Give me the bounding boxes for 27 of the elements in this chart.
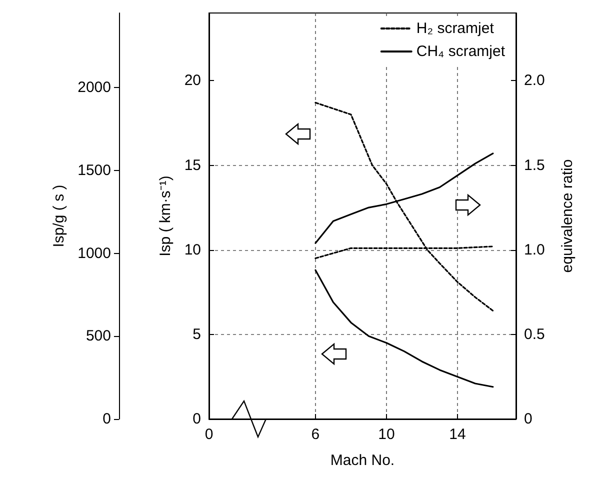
- y2-tick-label: 2.0: [524, 72, 545, 90]
- y-tick-label: 10: [184, 241, 201, 258]
- y3-tick-label: 500: [86, 328, 111, 345]
- line-series: [314, 269, 494, 388]
- y2-tick-label: 0: [524, 410, 532, 428]
- y2-tick-label: 0.5: [524, 326, 545, 343]
- y-tick-label: 15: [184, 156, 201, 174]
- y-tick-label: 20: [184, 72, 201, 90]
- x-axis-title: Mach No.: [330, 452, 395, 469]
- legend-label: CH₄ scramjet: [416, 43, 506, 60]
- y2-axis-title: equivalence ratio: [559, 159, 576, 273]
- x-tick-label: 6: [311, 426, 320, 443]
- x-tick-label: 10: [378, 426, 395, 443]
- y-tick-label: 5: [192, 326, 201, 343]
- line-series: [314, 102, 494, 312]
- y2-tick-label: 1.5: [524, 156, 545, 174]
- y3-tick-label: 1000: [78, 244, 111, 262]
- y-tick-label: 0: [192, 410, 201, 428]
- legend-label: H₂ scramjet: [416, 20, 495, 37]
- y3-tick-label: 0: [102, 410, 111, 428]
- x-tick-label: 0: [204, 426, 214, 443]
- x-tick-label: 14: [449, 426, 466, 443]
- y-axis-title: Isp ( km·s⁻¹): [157, 176, 174, 256]
- y3-tick-label: 2000: [78, 79, 111, 96]
- y2-tick-label: 1.0: [524, 241, 545, 258]
- y3-axis-title: Isp/g ( s ): [50, 184, 68, 248]
- y3-tick-label: 1500: [78, 162, 111, 179]
